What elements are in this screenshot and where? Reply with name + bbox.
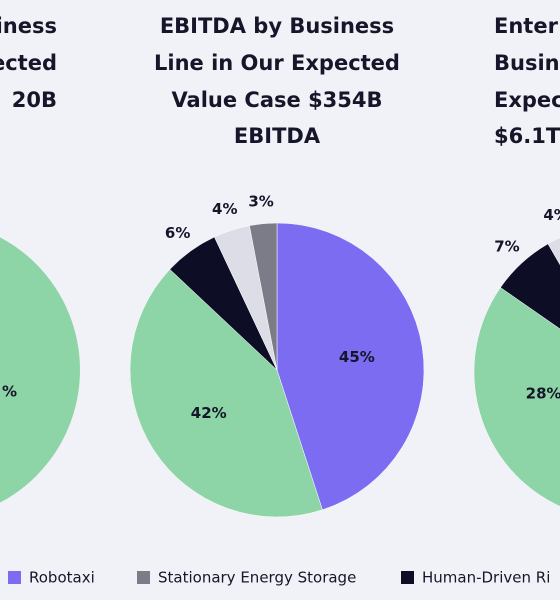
chart-title: Value Case $354B: [171, 88, 382, 112]
chart-title: ected: [0, 51, 57, 75]
slice-label: 6%: [165, 224, 190, 242]
pie-slice: [547, 237, 560, 266]
chart-title: Busin: [494, 51, 560, 75]
pie-slice: [129, 269, 323, 518]
legend-swatch: [137, 571, 150, 584]
slice-label: 28%: [526, 384, 560, 402]
slice-label: 4%: [212, 200, 237, 218]
legend-swatch: [8, 571, 21, 584]
chart-title: $6.1T E: [494, 124, 560, 148]
chart-title: Line in Our Expected: [154, 51, 400, 75]
legend-label: Robotaxi: [29, 569, 95, 587]
legend-label: Stationary Energy Storage: [158, 569, 356, 587]
pie-slice: [276, 222, 425, 511]
slice-label: 7%: [494, 237, 519, 255]
pie-slice: [249, 222, 278, 371]
slice-label: 4%: [543, 206, 560, 224]
chart-title: 20B: [12, 88, 57, 112]
legend-label: Human-Driven Ri: [422, 569, 550, 587]
pie-slice: [473, 287, 560, 507]
chart-title: siness: [0, 14, 57, 38]
chart-title: Enter: [494, 14, 559, 38]
slice-label: 45%: [339, 348, 375, 366]
legend-swatch: [401, 571, 414, 584]
chart-title: Expec: [494, 88, 560, 112]
chart-title: EBITDA by Business: [160, 14, 394, 38]
slice-label: 3%: [248, 192, 273, 210]
pie-background: [0, 237, 80, 503]
slice-label: 42%: [191, 404, 227, 422]
slice-label: %: [2, 383, 17, 401]
chart-title: EBITDA: [234, 124, 321, 148]
